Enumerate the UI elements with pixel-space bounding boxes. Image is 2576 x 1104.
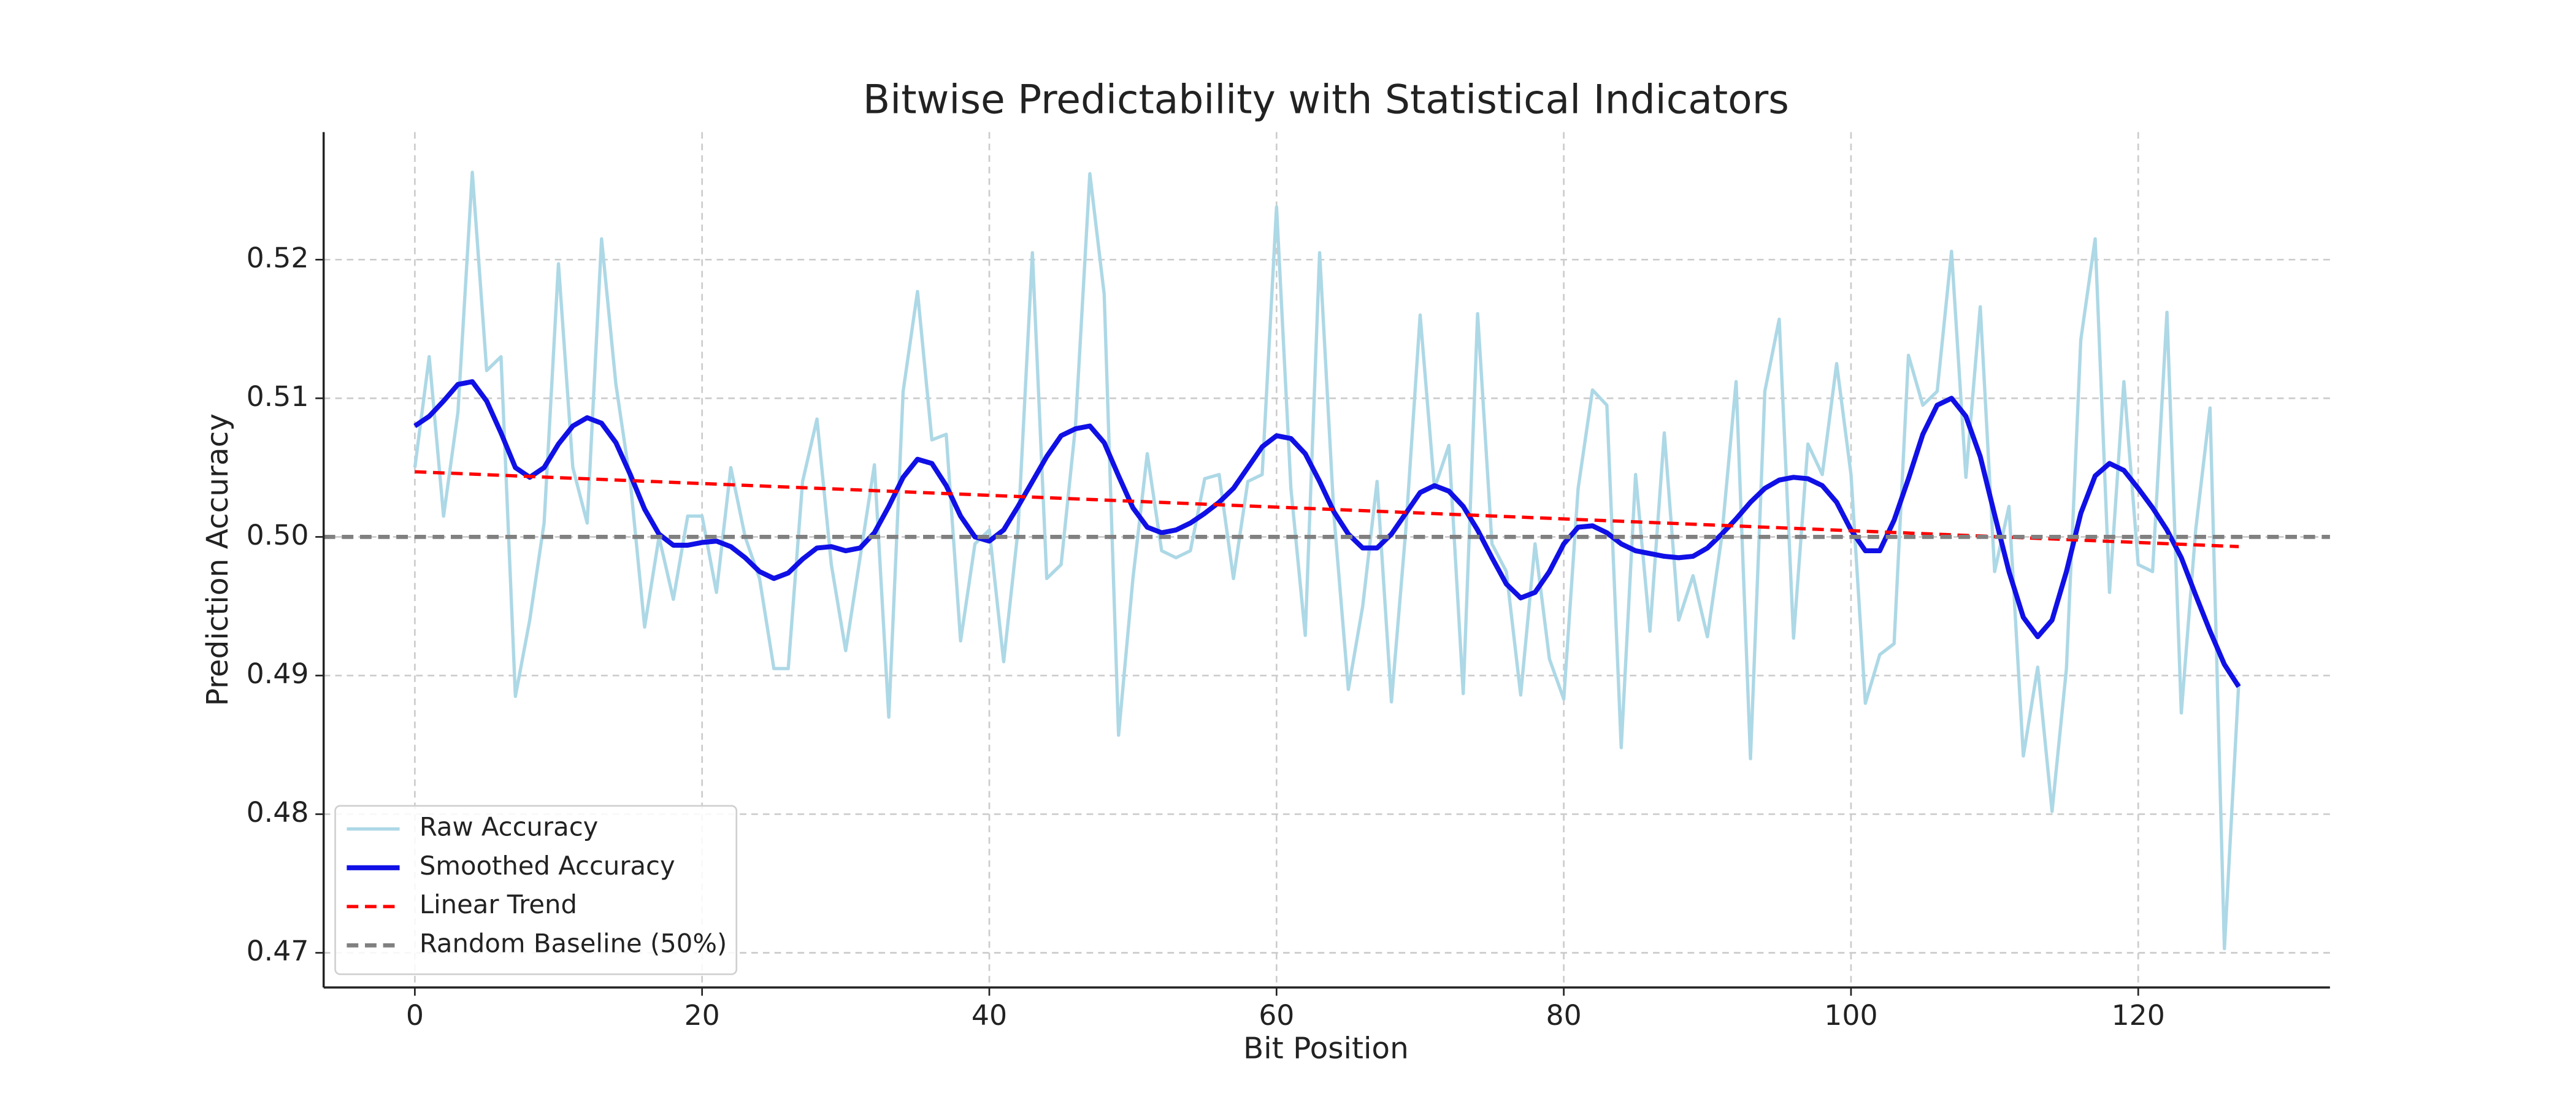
legend-label: Smoothed Accuracy bbox=[420, 851, 675, 881]
legend-box bbox=[334, 805, 738, 975]
legend-label: Random Baseline (50%) bbox=[420, 928, 727, 958]
series-line bbox=[415, 470, 2239, 548]
x-tick-label: 80 bbox=[1546, 999, 1582, 1032]
y-tick-label: 0.51 bbox=[247, 380, 309, 413]
y-tick-label: 0.52 bbox=[247, 242, 309, 274]
y-tick-label: 0.50 bbox=[247, 519, 309, 551]
legend-label: Linear Trend bbox=[420, 889, 577, 919]
y-tick-label: 0.48 bbox=[247, 796, 309, 829]
series-line bbox=[413, 171, 2241, 951]
x-axis-label: Bit Position bbox=[1243, 1031, 1409, 1065]
x-tick-label: 120 bbox=[2112, 999, 2165, 1032]
chart-title: Bitwise Predictability with Statistical … bbox=[863, 77, 1789, 123]
x-tick-label: 60 bbox=[1259, 999, 1294, 1032]
x-tick-label: 20 bbox=[684, 999, 720, 1032]
x-tick-label: 40 bbox=[972, 999, 1007, 1032]
y-tick-label: 0.47 bbox=[247, 935, 309, 967]
legend-label: Raw Accuracy bbox=[420, 812, 598, 842]
series-line bbox=[413, 379, 2241, 688]
x-tick-label: 100 bbox=[1824, 999, 1877, 1032]
legend: Raw Accuracy Smoothed Accuracy Linear Tren… bbox=[334, 805, 738, 975]
y-axis-label: Prediction Accuracy bbox=[201, 413, 235, 706]
x-tick-label: 0 bbox=[406, 999, 424, 1032]
y-tick-label: 0.49 bbox=[247, 657, 309, 690]
